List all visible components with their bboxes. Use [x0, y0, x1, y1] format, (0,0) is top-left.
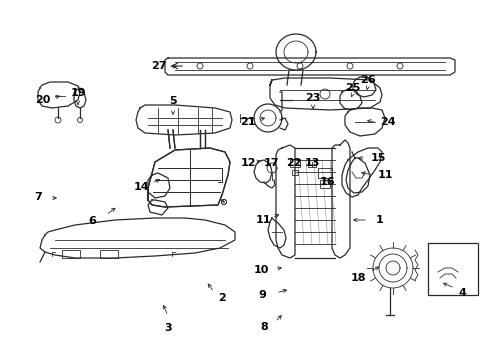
- Text: 27: 27: [151, 61, 167, 71]
- Text: 5: 5: [169, 96, 177, 106]
- Bar: [428, 243, 478, 295]
- Bar: [308, 160, 316, 167]
- Text: 19: 19: [70, 88, 86, 98]
- Bar: [62, 250, 80, 258]
- Text: 15: 15: [370, 153, 386, 163]
- Text: 9: 9: [258, 290, 266, 300]
- Text: 22: 22: [286, 158, 302, 168]
- Text: 1: 1: [376, 215, 384, 225]
- Text: 18: 18: [350, 273, 366, 283]
- Text: 26: 26: [360, 75, 376, 85]
- Text: 11: 11: [377, 170, 393, 180]
- Bar: [318, 168, 332, 178]
- Bar: [320, 180, 330, 188]
- Text: 2: 2: [218, 293, 226, 303]
- Text: 12: 12: [240, 158, 256, 168]
- Text: 10: 10: [253, 265, 269, 275]
- Text: 8: 8: [260, 322, 268, 332]
- Text: 21: 21: [240, 117, 256, 127]
- Text: 3: 3: [164, 323, 172, 333]
- Text: 13: 13: [304, 158, 319, 168]
- Bar: [100, 250, 118, 258]
- Text: 25: 25: [345, 83, 361, 93]
- Text: 6: 6: [88, 216, 96, 226]
- Text: 14: 14: [133, 182, 149, 192]
- Text: 20: 20: [35, 95, 50, 105]
- Text: 7: 7: [34, 192, 42, 202]
- Text: 11: 11: [255, 215, 271, 225]
- Text: 23: 23: [305, 93, 320, 103]
- Text: 17: 17: [263, 158, 279, 168]
- Text: 16: 16: [319, 177, 335, 187]
- Bar: [292, 170, 298, 175]
- Text: 24: 24: [380, 117, 396, 127]
- Text: 4: 4: [458, 288, 466, 298]
- Bar: [290, 159, 300, 167]
